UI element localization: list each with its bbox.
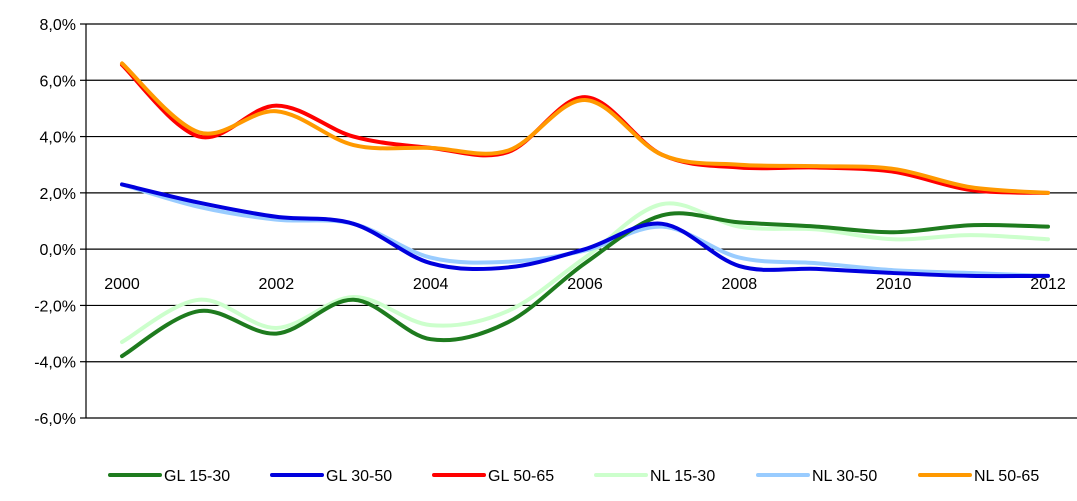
x-tick-label: 2000: [104, 276, 140, 293]
x-tick-label: 2008: [722, 276, 758, 293]
legend: GL 15-30 GL 30-50 GL 50-65 NL 15-30 NL 30-50…: [0, 458, 1077, 492]
y-tick-label: -4,0%: [34, 355, 76, 372]
y-tick-label: -2,0%: [34, 298, 76, 315]
x-tick-label: 2006: [567, 276, 603, 293]
legend-label: GL 30-50: [326, 468, 392, 485]
legend-label: NL 15-30: [650, 468, 715, 485]
x-tick-label: 2012: [1030, 276, 1066, 293]
y-tick-label: -6,0%: [34, 411, 76, 428]
x-tick-label: 2010: [876, 276, 912, 293]
legend-label: GL 15-30: [164, 468, 230, 485]
legend-label: NL 50-65: [974, 468, 1039, 485]
series-line-nl-50-65: [122, 63, 1048, 192]
legend-label: GL 50-65: [488, 468, 554, 485]
x-axis: 2000 2002 2004 2006 2008 2010 2012: [104, 276, 1066, 293]
legend-label: NL 30-50: [812, 468, 877, 485]
gridlines: [86, 24, 1077, 418]
y-tick-label: 2,0%: [40, 186, 76, 203]
y-tick-label: 4,0%: [40, 130, 76, 147]
y-axis: 8,0% 6,0% 4,0% 2,0% 0,0% -2,0% -4,0% -6,0%: [34, 17, 86, 428]
y-tick-label: 0,0%: [40, 242, 76, 259]
y-tick-label: 6,0%: [40, 73, 76, 90]
series-lines: [122, 63, 1048, 356]
x-tick-label: 2002: [259, 276, 295, 293]
y-tick-label: 8,0%: [40, 17, 76, 34]
x-tick-label: 2004: [413, 276, 449, 293]
